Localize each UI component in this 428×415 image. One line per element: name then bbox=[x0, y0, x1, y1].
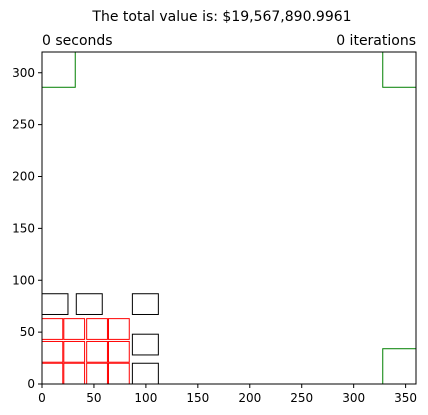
rect-mark-2-6 bbox=[86, 340, 108, 363]
y-tick-label-0: 0 bbox=[27, 377, 35, 391]
rect-mark-2-4 bbox=[41, 340, 64, 363]
x-tick-label-1: 50 bbox=[86, 391, 101, 405]
rect-mark-2-11 bbox=[107, 362, 130, 385]
rect-mark-1-4 bbox=[131, 362, 159, 385]
x-tick-label-5: 250 bbox=[290, 391, 313, 405]
rect-mark-1-2 bbox=[131, 293, 159, 315]
rect-mark-2-0 bbox=[41, 318, 64, 340]
rect-mark-2-9 bbox=[63, 362, 86, 385]
rect-mark-1-1 bbox=[75, 293, 103, 315]
y-tick-label-5: 250 bbox=[12, 118, 35, 132]
x-tick-label-4: 200 bbox=[238, 391, 261, 405]
y-tick-label-4: 200 bbox=[12, 170, 35, 184]
rect-mark-0-2 bbox=[382, 348, 417, 385]
y-tick-label-6: 300 bbox=[12, 66, 35, 80]
y-tick-label-2: 100 bbox=[12, 273, 35, 287]
x-tick-label-0: 0 bbox=[38, 391, 46, 405]
rect-mark-0-1 bbox=[382, 51, 417, 88]
rect-mark-2-10 bbox=[86, 362, 108, 385]
rect-mark-1-3 bbox=[131, 333, 159, 356]
iterations-label: 0 iterations bbox=[336, 33, 416, 49]
rect-mark-2-1 bbox=[63, 318, 86, 340]
y-tick-label-1: 50 bbox=[20, 325, 35, 339]
rect-mark-2-3 bbox=[107, 318, 130, 340]
x-axis-ticks: 0 50 100 150 200 250 300 350 bbox=[38, 384, 417, 405]
chart-title: The total value is: $19,567,890.9961 bbox=[91, 9, 351, 25]
rectangle-marks bbox=[41, 51, 417, 385]
x-tick-label-6: 300 bbox=[342, 391, 365, 405]
x-tick-label-2: 100 bbox=[134, 391, 157, 405]
elapsed-seconds-label: 0 seconds bbox=[42, 33, 113, 49]
y-tick-label-3: 150 bbox=[12, 221, 35, 235]
y-axis-ticks: 0 50 100 150 200 250 300 bbox=[12, 66, 42, 391]
rect-mark-2-7 bbox=[107, 340, 130, 363]
rect-mark-2-8 bbox=[41, 362, 64, 385]
rect-mark-0-0 bbox=[41, 51, 76, 88]
rect-mark-2-5 bbox=[63, 340, 86, 363]
plot-frame bbox=[41, 51, 417, 385]
rect-mark-2-2 bbox=[86, 318, 108, 340]
x-tick-label-3: 150 bbox=[186, 391, 209, 405]
rect-mark-1-0 bbox=[41, 293, 69, 315]
x-tick-label-7: 350 bbox=[394, 391, 417, 405]
